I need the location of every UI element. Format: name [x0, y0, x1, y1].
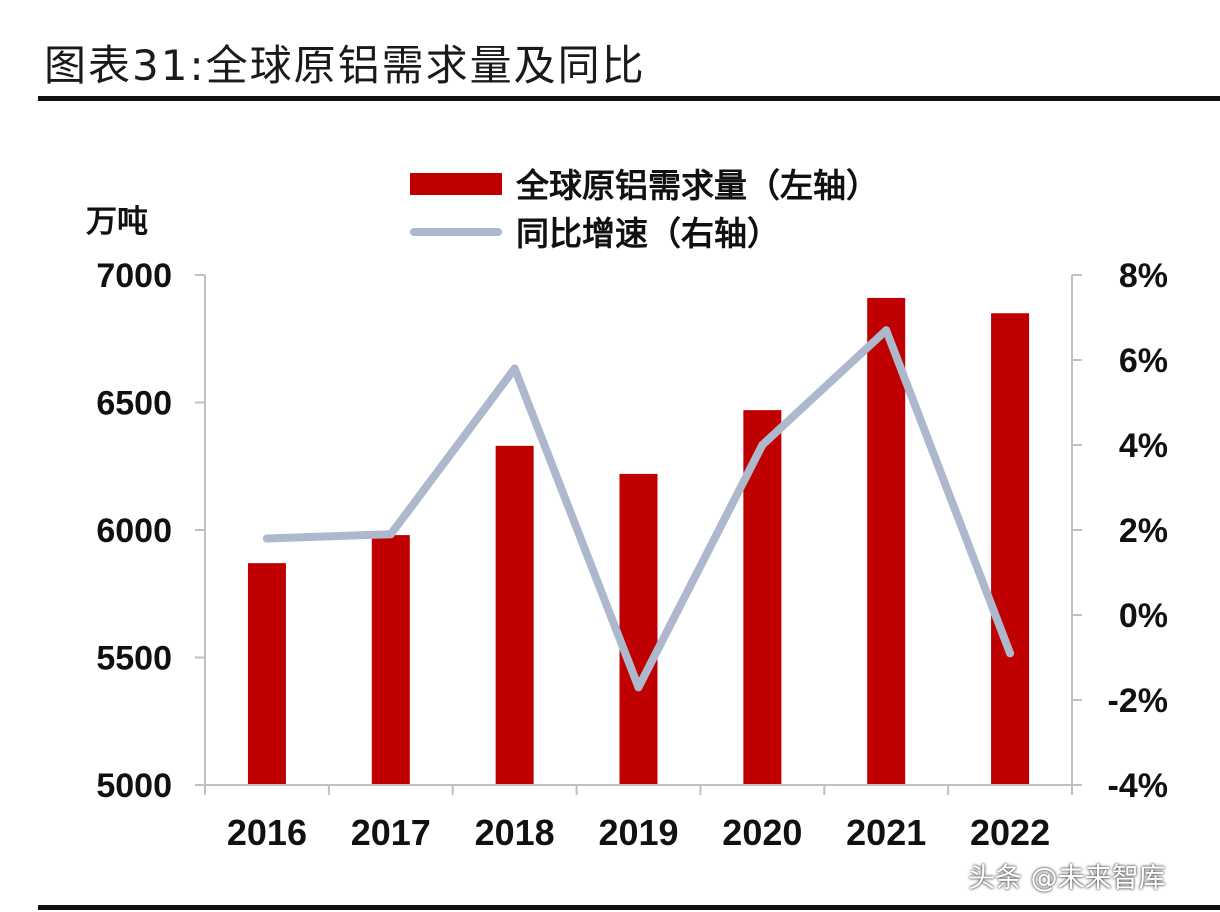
x-tick-label: 2017: [351, 812, 431, 853]
x-tick-label: 2019: [598, 812, 678, 853]
right-tick-label: 2%: [1119, 512, 1168, 550]
growth-point-2020: [758, 441, 767, 449]
x-tick-label: 2018: [475, 812, 555, 853]
bar-2019: [619, 473, 658, 785]
right-tick-label: 8%: [1119, 257, 1168, 295]
left-tick-label: 6000: [96, 512, 172, 550]
page-title: 图表31:全球原铝需求量及同比: [44, 41, 646, 90]
right-tick-label: 0%: [1119, 597, 1168, 635]
y-left-label: 万吨: [86, 204, 148, 240]
growth-point-2019: [634, 683, 643, 692]
bar-2017: [371, 535, 410, 785]
x-tick-label: 2016: [227, 812, 307, 853]
legend-line-label: 同比增速（右轴）: [516, 214, 780, 253]
growth-point-2016: [262, 534, 271, 543]
left-tick-label: 7000: [96, 257, 172, 295]
title-divider: [38, 96, 1220, 101]
growth-point-2017: [386, 530, 395, 539]
right-tick-label: 4%: [1119, 427, 1168, 465]
bar-2018: [495, 445, 534, 785]
bar-2022: [991, 313, 1030, 785]
right-tick-label: 6%: [1119, 342, 1168, 380]
growth-point-2021: [882, 326, 891, 335]
right-tick-label: -4%: [1108, 767, 1168, 805]
left-tick-label: 5000: [96, 767, 172, 805]
x-tick-label: 2021: [846, 812, 926, 853]
x-tick-label: 2020: [722, 812, 802, 853]
bar-2021: [867, 297, 906, 785]
bar-2016: [247, 563, 286, 785]
legend-bar-swatch: [410, 173, 502, 195]
right-tick-label: -2%: [1108, 682, 1168, 720]
left-tick-label: 5500: [96, 640, 172, 678]
x-tick-label: 2022: [970, 812, 1050, 853]
watermark: 头条 @未来智库: [968, 863, 1166, 894]
growth-point-2018: [510, 364, 519, 373]
left-tick-label: 6500: [96, 385, 172, 423]
legend-bar-label: 全球原铝需求量（左轴）: [515, 166, 879, 205]
growth-point-2022: [1006, 649, 1015, 658]
bottom-divider: [38, 905, 1220, 910]
